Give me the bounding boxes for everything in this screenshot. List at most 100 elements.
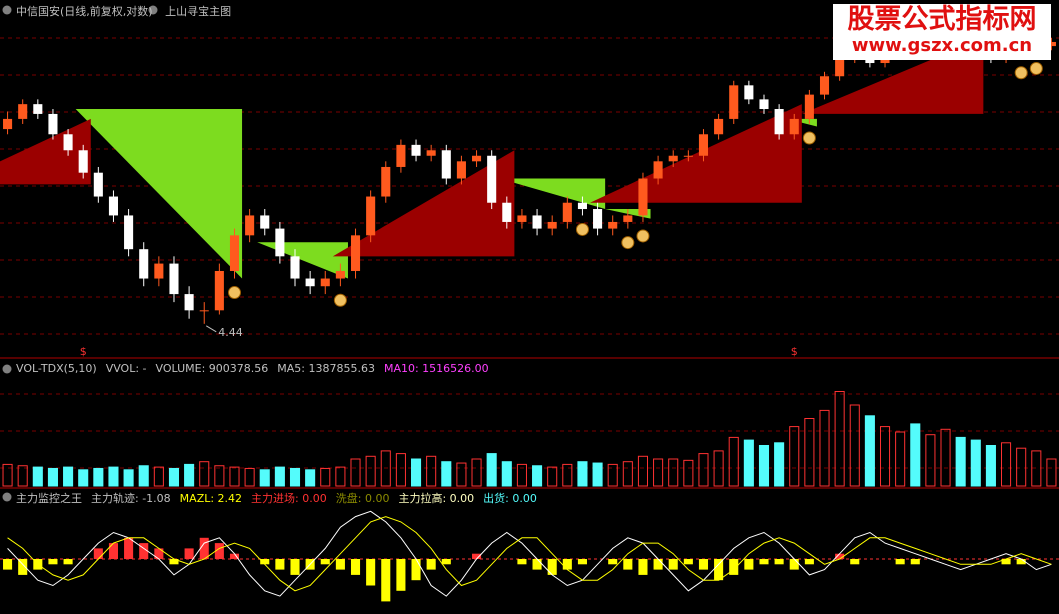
osc-bar <box>1016 559 1026 565</box>
osc-bar <box>124 537 134 559</box>
volume-header: VOL-TDX(5,10) VVOL: - VOLUME: 900378.56 MA5… <box>16 362 498 375</box>
candle-body <box>335 270 345 279</box>
osc-bar <box>154 548 164 559</box>
candle-body <box>835 58 845 77</box>
volume-bar <box>244 467 255 487</box>
osc-line <box>7 516 1052 592</box>
volume-bar <box>849 404 860 487</box>
osc-bar <box>683 559 693 565</box>
osc-bar <box>1001 559 1011 565</box>
osc-bar <box>608 559 618 565</box>
candle-body <box>108 196 119 216</box>
candle-body <box>517 215 527 222</box>
osc-bar <box>804 559 814 565</box>
volume-bar <box>653 458 664 487</box>
candle-body <box>472 155 482 162</box>
candle-body <box>502 202 512 222</box>
volume-bar <box>335 466 346 487</box>
signal-icon <box>227 286 241 300</box>
volume-bar <box>804 418 815 487</box>
volume-bar <box>17 465 28 487</box>
candle-body <box>18 104 28 119</box>
volume-bar <box>289 467 301 487</box>
osc-bar <box>577 559 587 565</box>
osc-bar <box>275 559 285 570</box>
candle-body <box>804 94 814 119</box>
signal-icon <box>575 222 589 236</box>
osc-bar <box>698 559 709 570</box>
candle-body <box>744 85 754 100</box>
candle-body <box>290 256 300 279</box>
volume-bar <box>395 453 406 487</box>
osc-bar <box>18 559 28 575</box>
osc-bar <box>169 559 179 565</box>
volume-bar <box>486 453 497 487</box>
volume-bar <box>683 459 694 487</box>
zone <box>0 118 91 185</box>
signal-icon <box>333 293 347 307</box>
volume-bar <box>925 434 936 487</box>
legend-entry: 主力轨迹: -1.08 <box>91 492 171 505</box>
legend-entry: MA10: 1516526.00 <box>383 362 489 375</box>
volume-bar <box>501 461 512 487</box>
osc-bar <box>335 559 345 570</box>
volume-bar <box>1031 450 1042 487</box>
zone <box>75 109 243 279</box>
volume-bar <box>516 463 527 487</box>
candle-body <box>305 278 315 287</box>
candle-body <box>260 215 270 229</box>
osc-bar <box>653 559 663 570</box>
volume-bar <box>698 453 709 487</box>
volume-bar <box>547 466 558 487</box>
osc-bar <box>850 559 860 565</box>
volume-bar <box>774 442 785 487</box>
volume-bar <box>910 423 921 487</box>
panel-icon <box>2 492 12 502</box>
volume-bar <box>274 466 285 487</box>
volume-bar <box>320 467 331 487</box>
osc-bar <box>184 548 194 559</box>
volume-bar <box>1046 458 1057 487</box>
volume-bar <box>819 409 830 487</box>
candle-body <box>411 144 421 156</box>
candle-body <box>93 172 103 197</box>
low-pointer <box>205 325 217 333</box>
candle-body <box>275 228 285 257</box>
candle-body <box>381 166 391 197</box>
volume-bar <box>47 467 58 487</box>
candle-body <box>1046 41 1056 47</box>
osc-bar <box>381 559 391 602</box>
osc-bar <box>199 537 209 559</box>
osc-line <box>7 510 1052 597</box>
volume-bar <box>138 465 149 487</box>
panel-icon <box>148 5 158 15</box>
candle-body <box>350 235 361 271</box>
volume-bar <box>607 463 618 487</box>
signal-icon <box>621 236 635 250</box>
osc-bar <box>789 559 799 570</box>
osc-bar <box>547 559 557 575</box>
candle-body <box>245 215 255 236</box>
candle-body <box>33 104 43 114</box>
candle-body <box>789 118 799 135</box>
separator-marker: $ <box>80 345 87 358</box>
volume-bar <box>32 466 43 487</box>
legend-entry: MAZL: 2.42 <box>179 492 243 505</box>
osc-bar <box>759 559 769 565</box>
zone <box>257 242 348 279</box>
volume-bar <box>713 450 724 487</box>
legend-entry: VOL-TDX(5,10) <box>16 362 97 375</box>
volume-bar <box>970 439 981 487</box>
volume-bar <box>153 466 164 487</box>
zone <box>332 150 515 257</box>
osc-bar <box>214 543 224 559</box>
volume-bar <box>410 458 422 487</box>
osc-bar <box>139 543 149 559</box>
legend-entry: VOLUME: 900378.56 <box>155 362 269 375</box>
osc-bar <box>290 559 300 575</box>
osc-bar <box>426 559 436 570</box>
legend-entry: 主力进场: 0.00 <box>251 492 327 505</box>
osc-bar <box>623 559 633 570</box>
zone <box>499 178 606 210</box>
candle-body <box>487 155 497 203</box>
